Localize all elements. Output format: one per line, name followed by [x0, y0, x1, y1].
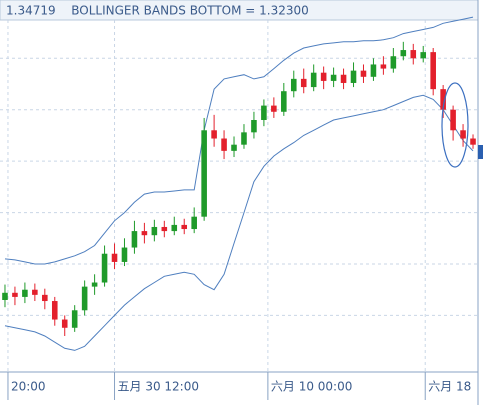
candle-body — [231, 144, 237, 151]
candle-body — [290, 78, 297, 92]
candle-body — [51, 301, 58, 320]
candle-body — [380, 64, 387, 69]
candle-body — [350, 70, 357, 83]
candle-body — [121, 247, 128, 262]
candle-body — [261, 105, 267, 120]
candle-body — [171, 224, 178, 232]
chart-title: BOLLINGER BANDS BOTTOM = 1.32300 — [71, 4, 309, 18]
x-tick-label: 五月 30 12:00 — [118, 380, 199, 394]
candle-body — [161, 226, 168, 232]
candle-body — [32, 289, 38, 295]
candle-body — [101, 253, 108, 283]
candle-body — [420, 52, 427, 59]
candle-body — [91, 282, 98, 287]
x-tick-label: 六月 10 00:00 — [271, 380, 352, 394]
candle-body — [460, 130, 466, 139]
candle-body — [221, 138, 227, 151]
candle-body — [251, 120, 257, 133]
candle-body — [12, 292, 18, 297]
candle-body — [71, 310, 78, 328]
candle-body — [2, 292, 8, 300]
header-value: 1.34719 — [6, 4, 56, 18]
candle-body — [330, 74, 337, 81]
candle-body — [310, 72, 317, 88]
candle-body — [81, 286, 88, 311]
candle-body — [281, 91, 287, 112]
plot-area — [0, 16, 478, 400]
candle-body — [22, 289, 28, 297]
candle-body — [141, 231, 148, 236]
candle-body — [211, 130, 217, 139]
candle-body — [410, 50, 417, 59]
candle-body — [450, 109, 456, 131]
candle-body — [390, 56, 397, 69]
x-tick-label: 20:00 — [11, 380, 46, 394]
candle-body — [151, 226, 158, 236]
candle-body — [111, 253, 118, 262]
bollinger-lower — [4, 94, 474, 351]
x-tick-label: 六月 18 — [428, 380, 471, 394]
candle-body — [241, 132, 247, 145]
candle-body — [61, 319, 68, 328]
candle-body — [191, 216, 197, 230]
candle-body — [300, 78, 307, 88]
candle-body — [131, 231, 138, 248]
candle-body — [320, 72, 327, 81]
candle-body — [360, 70, 367, 77]
candle-body — [440, 89, 446, 110]
candle-body — [271, 105, 277, 112]
annotation-ellipse — [441, 82, 469, 168]
candle-body — [470, 138, 476, 145]
bollinger-upper — [4, 16, 474, 265]
candle-body — [42, 294, 48, 302]
candle-body — [430, 52, 436, 90]
candle-body — [181, 224, 188, 230]
candle-body — [370, 64, 377, 77]
candle-body — [400, 50, 407, 57]
candle-body — [201, 130, 207, 217]
price-marker — [478, 145, 483, 159]
candle-body — [340, 74, 347, 83]
